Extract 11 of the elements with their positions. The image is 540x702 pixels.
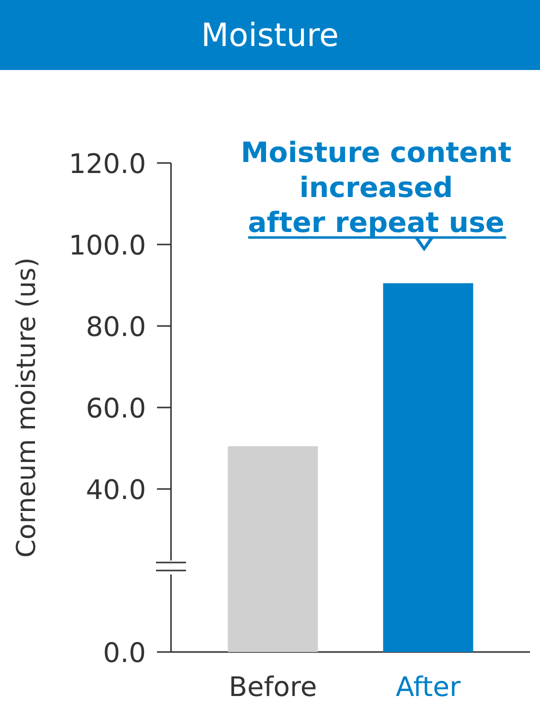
y-tick-label: 40.0 (86, 475, 146, 506)
x-tick-label: Before (228, 672, 317, 702)
chart-title: Moisture (201, 16, 339, 54)
y-tick-label: 60.0 (86, 394, 146, 424)
annotation: Moisture content increased after repeat use (240, 136, 512, 239)
x-tick-label: After (396, 672, 462, 702)
y-tick-label: 0.0 (103, 638, 146, 669)
y-tick-label: 120.0 (68, 149, 146, 180)
y-axis-title: Corneum moisture (us) (12, 257, 42, 558)
y-tick-label: 100.0 (68, 230, 146, 262)
y-tick-label: 80.0 (86, 312, 146, 343)
